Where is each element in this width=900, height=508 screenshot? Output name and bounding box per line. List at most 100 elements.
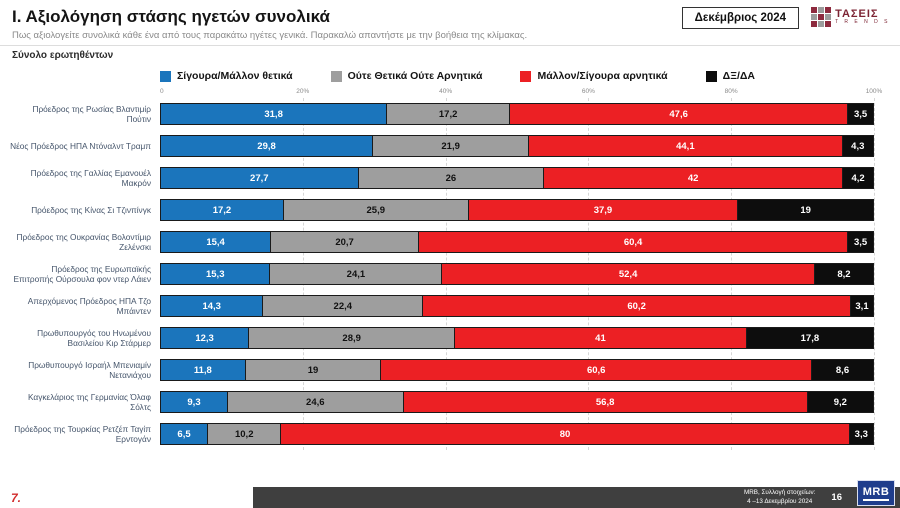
bar-segment-negative: 56,8 [403,391,808,413]
stacked-bar: 27,7 26 42 4,2 [160,167,875,189]
header-divider [0,45,900,46]
bar-segment-dk: 8,6 [812,359,874,381]
axis-tick: 20% [296,88,310,95]
bar-segment-positive: 12,3 [160,327,250,349]
chart-row: Πρωθυπουργός του Ηνωμένου Βασιλείου Κιρ … [10,322,874,354]
header-right: Δεκέμβριος 2024 ΤΑΣΕΙΣ T R E N D S [681,7,890,29]
bar-segment-positive: 6,5 [160,423,209,445]
bar-segment-positive: 15,4 [160,231,272,253]
source-line-1: MRB, Συλλογή στοιχείων: [743,489,816,496]
brand-grid-icon [811,7,832,27]
legend-item-negative: Μάλλον/Σίγουρα αρνητικά [520,70,668,82]
bar-segment-negative: 60,6 [381,359,813,381]
footer: 7. MRB, Συλλογή στοιχείων: 4 –13 Δεκεμβρ… [0,480,900,508]
bar-segment-dk: 19 [738,199,874,221]
chart-row: Πρωθυπουργό Ισραήλ Μπενιαμίν Νετανιάχου 1… [10,354,874,386]
bar-segment-negative: 44,1 [529,135,843,157]
page-title: Ι. Αξιολόγηση στάσης ηγετών συνολικά [12,7,330,26]
stacked-bar: 15,3 24,1 52,4 8,2 [160,263,875,285]
axis-tick: 60% [581,88,595,95]
chart-legend: Σίγουρα/Μάλλον θετικά Ούτε Θετικά Ούτε Αρ… [160,70,874,82]
stacked-bar: 29,8 21,9 44,1 4,3 [160,135,874,157]
bar-segment-neutral: 25,9 [283,199,469,221]
stacked-bar: 9,3 24,6 56,8 9,2 [160,391,874,413]
chart-rows: Πρόεδρος της Ρωσίας Βλαντιμίρ Πούτιν 31,8… [10,98,875,450]
page-number: 16 [831,492,842,503]
bar-segment-neutral: 26 [358,167,545,189]
legend-swatch-neutral [330,70,342,82]
footer-bar: MRB, Συλλογή στοιχείων: 4 –13 Δεκεμβρίου… [253,480,900,508]
category-label: Καγκελάριος της Γερμανίας Όλαφ Σόλτς [27,391,151,412]
bar-segment-positive: 27,7 [160,167,359,189]
bar-segment-neutral: 17,2 [387,103,511,125]
bar-segment-negative: 60,2 [423,295,852,317]
bar-segment-dk: 3,5 [848,103,874,125]
legend-label: ΔΞ/ΔΑ [722,70,755,82]
bar-segment-negative: 47,6 [510,103,849,125]
legend-label: Σίγουρα/Μάλλον θετικά [177,70,293,82]
bar-segment-dk: 3,3 [849,423,874,445]
bar-segment-positive: 11,8 [160,359,246,381]
bar-segment-neutral: 28,9 [249,327,456,349]
bar-segment-negative: 60,4 [418,231,849,253]
bar-segment-dk: 17,8 [746,327,874,349]
bar-segment-positive: 9,3 [160,391,228,413]
category-label: Πρωθυπουργός του Ηνωμένου Βασιλείου Κιρ … [37,327,151,348]
bar-segment-negative: 37,9 [468,199,739,221]
chart-row: Πρόεδρος της Τουρκίας Ρετζέπ Ταγίπ Ερντο… [10,418,874,450]
gridline [874,98,875,450]
bar-segment-positive: 31,8 [160,103,388,125]
plot-area: Πρόεδρος της Ρωσίας Βλαντιμίρ Πούτιν 31,8… [10,98,875,450]
legend-item-dk: ΔΞ/ΔΑ [705,70,755,82]
brand-sub: T R E N D S [835,19,890,26]
bar-segment-negative: 52,4 [442,263,815,285]
header: Ι. Αξιολόγηση στάσης ηγετών συνολικά Πως… [0,0,900,61]
slide-number: 7. [11,490,22,505]
bar-segment-negative: 80 [281,423,850,445]
bar-segment-dk: 4,2 [843,167,875,189]
stacked-bar: 17,2 25,9 37,9 19 [160,199,874,221]
category-label: Πρόεδρος της Ουκρανίας Βολοντίμιρ Ζελένσ… [16,231,151,252]
legend-swatch-negative [520,70,532,82]
chart-row: Απερχόμενος Πρόεδρος ΗΠΑ Τζο Μπάιντεν 14,… [10,290,874,322]
bar-segment-neutral: 24,6 [228,391,404,413]
bar-segment-neutral: 20,7 [271,231,419,253]
legend-swatch-dk [705,70,717,82]
category-label: Απερχόμενος Πρόεδρος ΗΠΑ Τζο Μπάιντεν [27,295,151,316]
chart-row: Καγκελάριος της Γερμανίας Όλαφ Σόλτς 9,3 2… [10,386,874,418]
mrb-logo-text: MRB [862,485,890,498]
brand-logo: ΤΑΣΕΙΣ T R E N D S [811,7,890,27]
category-label: Πρωθυπουργό Ισραήλ Μπενιαμίν Νετανιάχου [28,359,151,380]
bar-segment-dk: 3,1 [851,295,874,317]
legend-item-positive: Σίγουρα/Μάλλον θετικά [160,70,293,82]
axis-tick: 80% [724,88,738,95]
bar-segment-positive: 14,3 [160,295,264,317]
axis-tick: 100% [865,88,883,95]
mrb-logo: MRB [857,480,895,506]
chart-row: Πρόεδρος της Ευρωπαϊκής Επιτροπής Ούρσου… [10,258,875,290]
footer-left: 7. [0,487,253,508]
legend-swatch-positive [160,70,171,82]
bar-segment-neutral: 10,2 [208,423,282,445]
legend-label: Μάλλον/Σίγουρα αρνητικά [537,70,668,82]
legend-label: Ούτε Θετικά Ούτε Αρνητικά [347,70,483,82]
sample-label: Σύνολο ερωτηθέντων [12,50,114,61]
axis-ticks: 0 20% 40% 60% 80% 100% [160,87,882,98]
stacked-bar: 14,3 22,4 60,2 3,1 [160,295,874,317]
bar-segment-dk: 4,3 [842,135,874,157]
stacked-bar: 11,8 19 60,6 8,6 [160,359,874,381]
bar-segment-neutral: 22,4 [263,295,424,317]
category-label: Πρόεδρος της Κίνας Σι Τζινπίνγκ [31,204,151,215]
bar-segment-neutral: 19 [245,359,382,381]
subtitle: Πως αξιολογείτε συνολικά κάθε ένα από το… [12,30,528,41]
date-badge: Δεκέμβριος 2024 [681,7,800,29]
category-label: Πρόεδρος της Γαλλίας Εμανουέλ Μακρόν [30,167,151,188]
bar-segment-neutral: 24,1 [270,263,443,285]
bar-segment-positive: 29,8 [160,135,374,157]
bar-segment-negative: 42 [544,167,844,189]
chart-row: Πρόεδρος της Ουκρανίας Βολοντίμιρ Ζελένσ… [10,226,874,258]
category-label: Νέος Πρόεδρος ΗΠΑ Ντόναλντ Τραμπ [10,140,151,151]
bar-segment-negative: 41 [455,327,747,349]
category-label: Πρόεδρος της Τουρκίας Ρετζέπ Ταγίπ Ερντο… [14,423,151,444]
